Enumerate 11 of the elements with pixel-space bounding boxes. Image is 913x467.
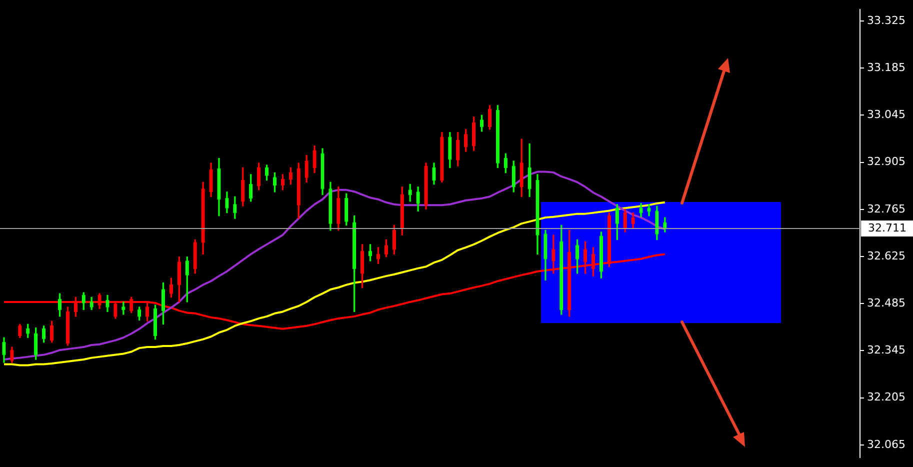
y-tick-label: 32.205 <box>867 390 906 404</box>
y-tick-label: 33.325 <box>867 14 906 27</box>
y-tick-label: 32.065 <box>867 438 906 451</box>
ref-line-label: 32.711 <box>868 221 906 234</box>
y-tick-label: 32.765 <box>867 202 906 216</box>
y-tick-label: 33.045 <box>867 108 906 122</box>
y-tick-label: 32.625 <box>867 249 906 262</box>
y-tick-label: 33.185 <box>867 61 906 74</box>
y-tick-label: 32.345 <box>867 344 906 357</box>
y-tick-label: 32.905 <box>867 155 906 168</box>
y-tick-label: 32.485 <box>867 296 906 310</box>
